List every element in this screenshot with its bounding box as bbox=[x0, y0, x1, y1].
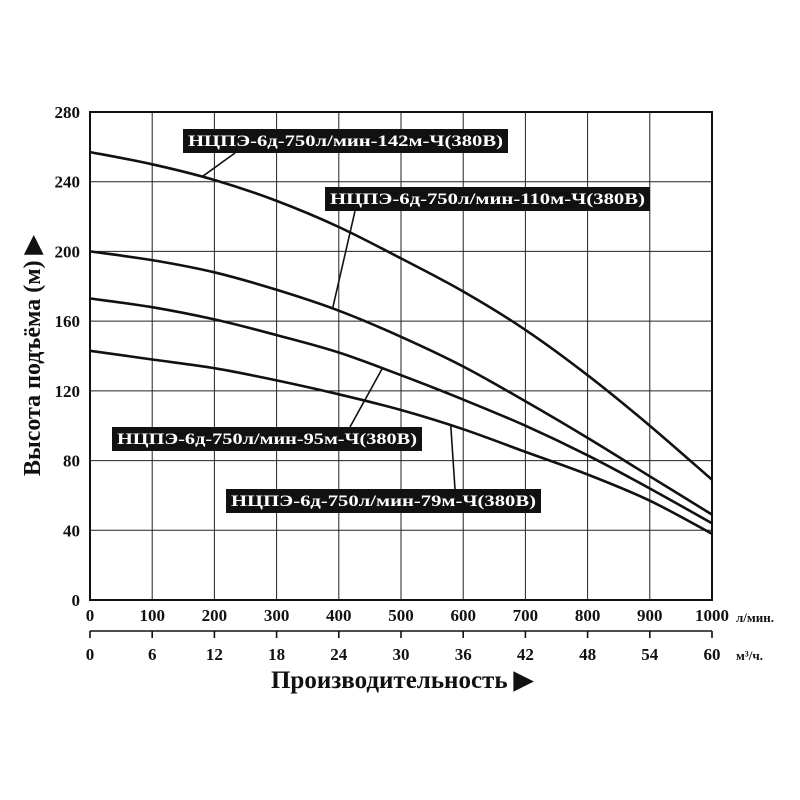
x-tick-label-secondary: 0 bbox=[86, 645, 95, 664]
series-line-4 bbox=[89, 349, 713, 535]
x-axes: 0 100 200 300 400 500 600 700 800 900 1000 0 6 12 18 24… bbox=[86, 606, 729, 664]
series-label-text: НЦПЭ-6д-750л/мин-79м-Ч(380В) bbox=[231, 493, 536, 510]
x-tick-label-secondary: 60 bbox=[704, 645, 721, 664]
x-tick-label-secondary: 48 bbox=[579, 645, 596, 664]
x-tick-label-primary: 200 bbox=[202, 606, 228, 625]
series-label-box bbox=[183, 129, 508, 153]
x-unit-primary: л/мин. bbox=[736, 610, 774, 625]
y-tick-label: 0 bbox=[72, 591, 81, 610]
x-tick-label-primary: 300 bbox=[264, 606, 290, 625]
series-label-box bbox=[325, 187, 650, 211]
x-axis-title: Производительность ▶ bbox=[271, 667, 535, 694]
x-tick-label-secondary: 42 bbox=[517, 645, 534, 664]
y-tick-label: 80 bbox=[63, 452, 80, 471]
series-label-text: НЦПЭ-6д-750л/мин-110м-Ч(380В) bbox=[330, 191, 645, 208]
series-label-text: НЦПЭ-6д-750л/мин-142м-Ч(380В) bbox=[188, 133, 503, 150]
x-tick-label-primary: 900 bbox=[637, 606, 663, 625]
series-label-box bbox=[226, 489, 541, 513]
series-line-2 bbox=[89, 250, 713, 516]
y-tick-label: 120 bbox=[55, 382, 81, 401]
y-tick-label: 280 bbox=[55, 103, 81, 122]
x-tick-label-secondary: 24 bbox=[330, 645, 348, 664]
series-label-1: НЦПЭ-6д-750л/мин-142м-Ч(380В) bbox=[183, 129, 508, 178]
x-tick-label-primary: 700 bbox=[513, 606, 539, 625]
x-tick-label-secondary: 6 bbox=[148, 645, 157, 664]
y-tick-label: 160 bbox=[55, 312, 81, 331]
y-tick-label: 40 bbox=[63, 521, 80, 540]
series-label-leader bbox=[331, 210, 356, 309]
series-label-leader bbox=[349, 367, 384, 428]
grid bbox=[90, 112, 712, 600]
x-tick-label-primary: 800 bbox=[575, 606, 601, 625]
series-label-3: НЦПЭ-6д-750л/мин-95м-Ч(380В) bbox=[112, 367, 422, 451]
x-tick-label-secondary: 18 bbox=[268, 645, 285, 664]
series-label-4: НЦПЭ-6д-750л/мин-79м-Ч(380В) bbox=[226, 425, 541, 513]
x-tick-label-secondary: 12 bbox=[206, 645, 223, 664]
y-tick-labels: 0 40 80 120 160 200 240 280 bbox=[55, 103, 81, 610]
series-label-leader bbox=[449, 425, 456, 490]
x-tick-label-secondary: 36 bbox=[455, 645, 472, 664]
series-labels: НЦПЭ-6д-750л/мин-142м-Ч(380В) НЦПЭ-6д-750… bbox=[112, 129, 650, 513]
series-label-leader bbox=[201, 152, 236, 178]
plot-frame bbox=[89, 111, 713, 601]
x-tick-label-primary: 0 bbox=[86, 606, 95, 625]
x-tick-label-secondary: 30 bbox=[393, 645, 410, 664]
x-tick-label-primary: 100 bbox=[139, 606, 165, 625]
x-tick-label-primary: 1000 bbox=[695, 606, 729, 625]
series-label-text: НЦПЭ-6д-750л/мин-95м-Ч(380В) bbox=[117, 431, 417, 448]
series-label-2: НЦПЭ-6д-750л/мин-110м-Ч(380В) bbox=[325, 187, 650, 309]
x-tick-label-secondary: 54 bbox=[641, 645, 659, 664]
x-tick-label-primary: 600 bbox=[450, 606, 476, 625]
series-label-box bbox=[112, 427, 422, 451]
series-line-3 bbox=[89, 297, 713, 525]
y-tick-label: 240 bbox=[55, 173, 81, 192]
y-tick-label: 200 bbox=[55, 242, 81, 261]
x-tick-label-primary: 500 bbox=[388, 606, 414, 625]
y-axis-title: Высота подъёма (м) ▶ bbox=[20, 234, 46, 476]
x-tick-label-primary: 400 bbox=[326, 606, 352, 625]
x-unit-secondary: м³/ч. bbox=[736, 648, 763, 663]
